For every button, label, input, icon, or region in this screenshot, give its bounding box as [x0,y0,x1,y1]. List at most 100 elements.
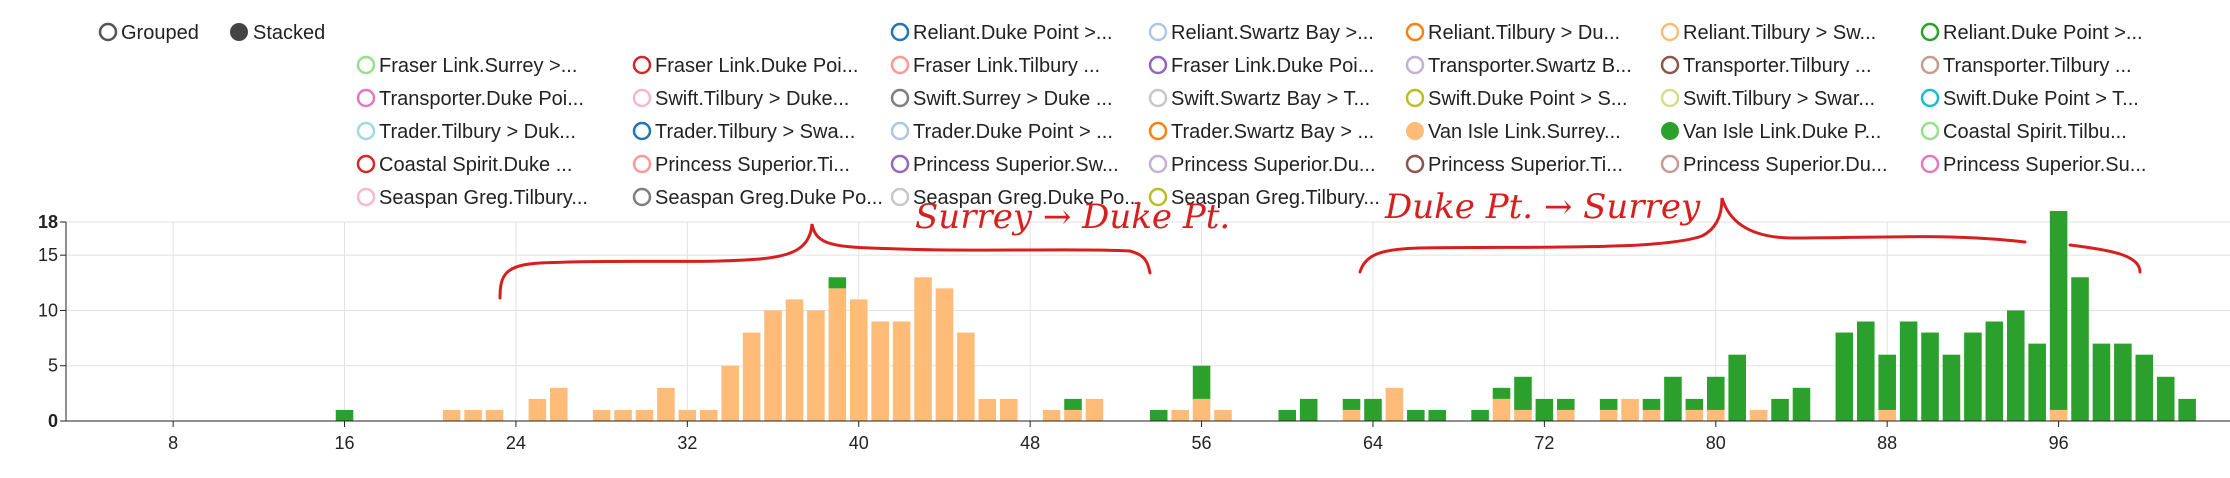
bar-duke-to-surrey[interactable] [2006,310,2025,421]
legend-swatch-icon[interactable] [1405,55,1425,75]
legend-item[interactable]: Coastal Spirit.Duke ... [356,154,572,176]
bar-surrey-to-duke[interactable] [1385,387,1404,421]
legend-label[interactable]: Princess Superior.Ti... [1428,154,1623,176]
legend-swatch-icon[interactable] [1660,154,1680,174]
bar-duke-to-surrey[interactable] [2049,210,2068,410]
legend-label[interactable]: Princess Superior.Ti... [655,154,850,176]
legend-item[interactable]: Princess Superior.Du... [1660,154,1888,176]
legend-item[interactable]: Transporter.Duke Poi... [356,88,584,110]
bar-duke-to-surrey[interactable] [1942,354,1961,421]
bar-duke-to-surrey[interactable] [1899,321,1918,422]
legend-label[interactable]: Coastal Spirit.Tilbu... [1943,121,2127,143]
legend-swatch-icon[interactable] [1920,88,1940,108]
bar-surrey-to-duke[interactable] [485,409,504,421]
bar-duke-to-surrey[interactable] [2028,343,2046,421]
legend-label[interactable]: Reliant.Swartz Bay >... [1171,22,1374,44]
legend-swatch-icon[interactable] [890,55,910,75]
legend-label[interactable]: Swift.Surrey > Duke ... [913,88,1113,110]
legend-label[interactable]: Seaspan Greg.Tilbury... [1171,187,1380,209]
legend-item[interactable]: Princess Superior.Sw... [890,154,1119,176]
legend-item[interactable]: Fraser Link.Duke Poi... [1148,55,1374,77]
bar-duke-to-surrey[interactable] [1707,376,1725,410]
legend-item[interactable]: Trader.Tilbury > Duk... [356,121,576,143]
bar-surrey-to-duke[interactable] [657,387,675,421]
legend-label[interactable]: Trader.Swartz Bay > ... [1171,121,1374,143]
grouped-label[interactable]: Grouped [121,22,199,44]
legend-item[interactable]: Seaspan Greg.Tilbury... [356,187,588,209]
legend-label[interactable]: Princess Superior.Sw... [913,154,1119,176]
legend-label[interactable]: Princess Superior.Du... [1171,154,1376,176]
bar-surrey-to-duke[interactable] [1042,409,1061,421]
legend-swatch-icon[interactable] [632,121,652,141]
bar-surrey-to-duke[interactable] [699,409,718,421]
bar-duke-to-surrey[interactable] [1535,398,1554,421]
legend-label[interactable]: Transporter.Duke Poi... [379,88,584,110]
bar-duke-to-surrey[interactable] [1685,398,1704,410]
legend-swatch-icon[interactable] [890,121,910,141]
bar-surrey-to-duke[interactable] [914,277,932,421]
legend-item[interactable]: Trader.Duke Point > ... [890,121,1113,143]
bar-duke-to-surrey[interactable] [1557,398,1575,410]
legend-label[interactable]: Swift.Duke Point > T... [1943,88,2139,110]
legend-label[interactable]: Swift.Tilbury > Swar... [1683,88,1875,110]
legend-swatch-icon[interactable] [356,121,376,141]
legend-swatch-icon[interactable] [1148,154,1168,174]
bar-duke-to-surrey[interactable] [1278,409,1297,421]
legend-label[interactable]: Reliant.Duke Point >... [1943,22,2143,44]
bar-duke-to-surrey[interactable] [1299,398,1318,421]
legend-label[interactable]: Fraser Link.Duke Poi... [1171,55,1374,77]
bar-surrey-to-duke[interactable] [957,332,975,421]
legend-swatch-icon[interactable] [890,187,910,207]
legend-item[interactable]: Swift.Tilbury > Duke... [632,88,849,110]
bar-duke-to-surrey[interactable] [1921,332,1939,421]
legend-label[interactable]: Van Isle Link.Surrey... [1428,121,1621,143]
legend-swatch-icon[interactable] [632,55,652,75]
legend-item[interactable]: Fraser Link.Tilbury ... [890,55,1100,77]
legend-item[interactable]: Swift.Duke Point > S... [1405,88,1628,110]
bar-surrey-to-duke[interactable] [785,299,804,421]
legend-item[interactable]: Reliant.Tilbury > Sw... [1660,22,1876,44]
bar-duke-to-surrey[interactable] [1664,376,1682,421]
legend-swatch-icon[interactable] [1405,154,1425,174]
legend-item[interactable]: Princess Superior.Su... [1920,154,2146,176]
bar-surrey-to-duke[interactable] [1707,409,1725,421]
bar-duke-to-surrey[interactable] [1428,409,1447,421]
bar-surrey-to-duke[interactable] [742,332,761,421]
bar-duke-to-surrey[interactable] [1856,321,1875,422]
legend-swatch-icon[interactable] [1405,88,1425,108]
bar-surrey-to-duke[interactable] [635,409,654,421]
bar-surrey-to-duke[interactable] [2049,409,2068,421]
bar-surrey-to-duke[interactable] [1514,409,1532,421]
bar-duke-to-surrey[interactable] [1985,321,2004,422]
grouped-option[interactable]: Grouped [98,22,199,44]
legend-label[interactable]: Transporter.Tilbury ... [1683,55,1872,77]
legend-swatch-icon[interactable] [356,55,376,75]
bar-duke-to-surrey[interactable] [335,409,354,421]
legend-swatch-icon[interactable] [1405,22,1425,42]
bar-surrey-to-duke[interactable] [1599,409,1618,421]
bar-surrey-to-duke[interactable] [614,409,632,421]
legend-item[interactable]: Princess Superior.Du... [1148,154,1376,176]
bar-surrey-to-duke[interactable] [1192,398,1211,421]
legend-label[interactable]: Transporter.Swartz B... [1428,55,1632,77]
legend-item[interactable]: Swift.Surrey > Duke ... [890,88,1113,110]
legend-label[interactable]: Princess Superior.Su... [1943,154,2146,176]
legend-item[interactable]: Fraser Link.Surrey >... [356,55,577,77]
stacked-option[interactable]: Stacked [230,22,325,44]
legend-label[interactable]: Swift.Tilbury > Duke... [655,88,849,110]
bar-surrey-to-duke[interactable] [442,409,461,421]
legend-swatch-icon[interactable] [1920,154,1940,174]
bar-surrey-to-duke[interactable] [999,398,1018,421]
bar-duke-to-surrey[interactable] [1728,354,1746,421]
legend-item[interactable]: Coastal Spirit.Tilbu... [1920,121,2127,143]
legend-label[interactable]: Reliant.Duke Point >... [913,22,1113,44]
legend-item[interactable]: Seaspan Greg.Duke Po... [632,187,883,209]
legend-swatch-icon[interactable] [1148,55,1168,75]
legend-swatch-icon[interactable] [356,88,376,108]
legend-item[interactable]: Princess Superior.Ti... [632,154,850,176]
bar-duke-to-surrey[interactable] [1642,398,1661,410]
bar-surrey-to-duke[interactable] [464,409,482,421]
legend-item[interactable]: Reliant.Duke Point >... [1920,22,2143,44]
bar-surrey-to-duke[interactable] [550,387,568,421]
legend-swatch-icon[interactable] [1148,121,1168,141]
